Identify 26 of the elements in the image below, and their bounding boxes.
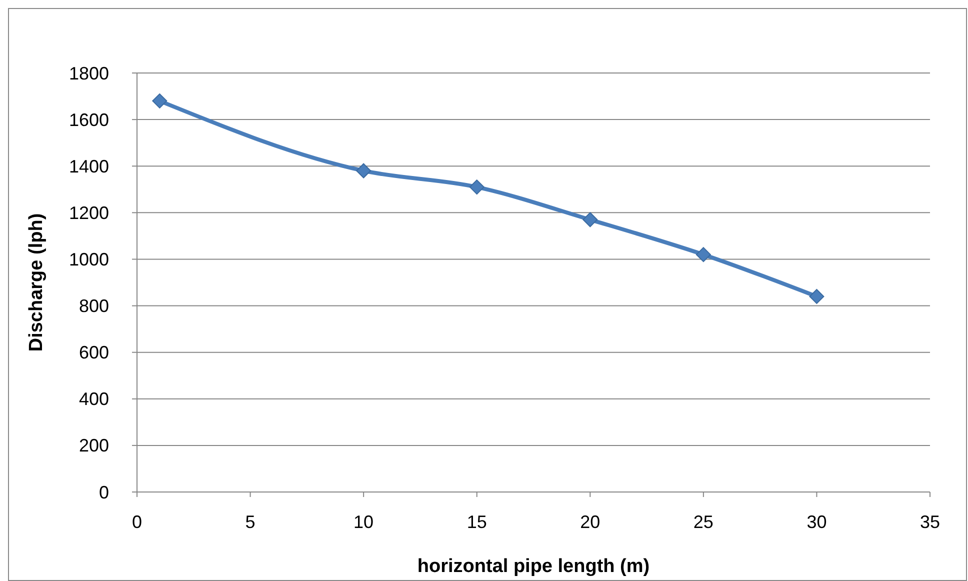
x-tick-label: 20 — [580, 512, 600, 532]
y-tick-label: 1400 — [68, 156, 109, 176]
point — [582, 212, 598, 228]
y-tick-label: 1200 — [68, 202, 109, 223]
y-axis-title: Discharge (lph) — [26, 213, 47, 352]
x-tick-label: 5 — [245, 512, 256, 532]
y-tick-label: 800 — [78, 296, 109, 316]
y-tick-label: 600 — [78, 342, 109, 363]
point — [356, 163, 372, 178]
y-tick-label: 1000 — [68, 250, 109, 270]
point — [696, 247, 711, 262]
y-tick-label: 200 — [78, 436, 109, 456]
point — [152, 93, 168, 108]
point — [469, 180, 484, 195]
x-tick-label: 30 — [806, 512, 827, 532]
y-tick-label: 400 — [78, 389, 109, 410]
x-tick-label: 10 — [354, 512, 374, 532]
x-tick-label: 0 — [132, 512, 142, 532]
x-tick-label: 35 — [920, 512, 940, 532]
y-tick-label: 1600 — [68, 110, 109, 130]
y-tick-label: 1800 — [68, 63, 109, 84]
y-tick-label: 0 — [98, 482, 109, 502]
x-tick-label: 25 — [693, 512, 714, 532]
point — [809, 288, 824, 304]
x-tick-label: 15 — [466, 512, 487, 532]
x-axis-title: horizontal pipe length (m) — [417, 556, 650, 577]
